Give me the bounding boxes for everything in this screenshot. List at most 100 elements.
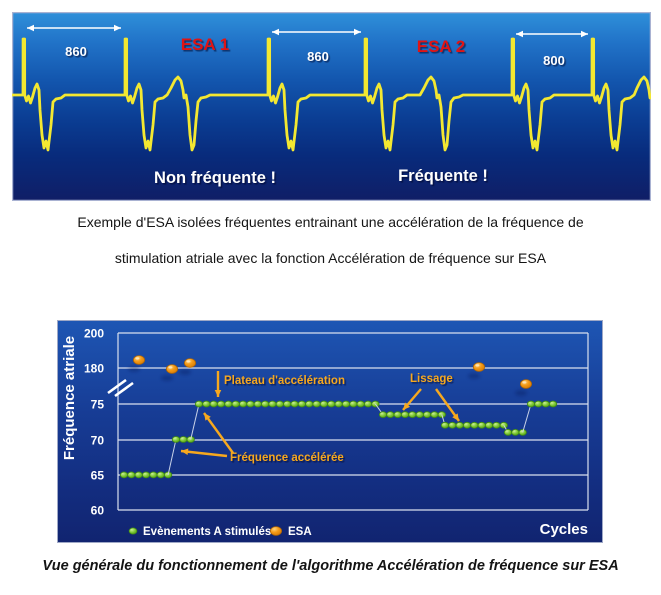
interval-arrow-head <box>354 28 361 36</box>
stimulated-event-dot <box>334 400 343 408</box>
stimulated-event-dot <box>127 471 136 479</box>
stimulated-event-dot <box>526 400 536 408</box>
esa-dot-highlight <box>168 366 173 369</box>
esa-dot-shadow <box>128 366 140 372</box>
stimulated-event-dot <box>422 411 432 418</box>
interval-label: 860 <box>307 49 329 64</box>
stimulated-event-dot <box>283 400 292 408</box>
annotation-arrow-shaft <box>203 412 234 454</box>
stimulated-event-dot <box>261 400 270 408</box>
y-tick-label: 60 <box>91 504 105 518</box>
stimulated-event-dot <box>484 421 494 429</box>
annotation-arrow-head <box>204 413 211 421</box>
esa-marker-label: ESA 1 <box>181 35 230 54</box>
stimulated-event-dot <box>462 421 472 429</box>
stimulated-event-dot <box>119 471 129 479</box>
stimulated-event-dot <box>448 421 457 429</box>
stimulated-event-dot <box>341 400 351 408</box>
stimulated-event-dot <box>511 429 520 436</box>
legend-stimulated-dot <box>128 527 138 535</box>
esa-dot <box>165 364 178 374</box>
stimulated-event-dot <box>455 421 464 429</box>
esa-dot-shadow <box>161 375 173 381</box>
series-connector <box>167 439 177 476</box>
figure2-caption: Vue générale du fonctionnement de l'algo… <box>42 558 619 574</box>
interval-arrow-head <box>516 30 523 38</box>
stimulated-event-dot <box>393 411 402 418</box>
stimulated-event-dot <box>305 400 314 408</box>
esa-marker-label: ESA 2 <box>417 37 466 56</box>
chart-legend-group: Evènements A stimulés ESA Cycles <box>128 521 588 538</box>
stimulated-event-dot <box>356 400 365 408</box>
y-tick-label: 75 <box>91 398 105 412</box>
annotation-arrow-head <box>181 448 189 456</box>
stimulated-event-dot <box>386 411 395 418</box>
chart-grid-group: 200 180 75 70 65 60 Fréquence atriale <box>61 327 589 518</box>
stimulated-event-dot <box>415 411 424 418</box>
y-tick-label: 70 <box>91 434 105 448</box>
ecg-trace-group <box>12 37 651 152</box>
annotation-label: Plateau d'accélération <box>224 375 345 387</box>
stimulated-event-dot <box>492 421 501 429</box>
series-connector <box>190 403 200 440</box>
legend-esa-label: ESA <box>288 526 312 538</box>
stimulated-event-dot <box>171 436 181 443</box>
series-connector <box>522 403 532 433</box>
stimulated-event-dot <box>371 400 380 408</box>
stimulated-event-dot <box>430 411 439 418</box>
y-tick-label: 200 <box>84 327 104 341</box>
interval-arrow-head <box>114 24 121 32</box>
stimulated-event-dot <box>246 400 255 408</box>
stimulated-event-dot <box>297 400 306 408</box>
axis-break-mark <box>114 381 134 398</box>
stimulated-event-dot <box>541 400 550 408</box>
stimulated-event-dot <box>149 471 158 479</box>
stimulated-event-dot <box>275 400 284 408</box>
annotation-arrow-head <box>214 390 222 397</box>
phrase-label: Non fréquente ! <box>154 169 276 187</box>
stimulated-event-dot <box>209 400 218 408</box>
esa-dot-highlight <box>522 381 527 384</box>
stimulated-event-dot <box>408 411 417 418</box>
stimulated-event-dot <box>231 400 240 408</box>
stimulated-event-dot <box>349 400 358 408</box>
y-tick-label: 65 <box>91 469 105 483</box>
ecg-strip-figure: 860 860 800 ESA 1 ESA 2 Non fréquente ! Fréqu… <box>12 12 651 201</box>
stimulated-event-dot <box>239 400 248 408</box>
interval-label: 860 <box>65 44 87 59</box>
figure1-caption-line2: stimulation atriale avec la fonction Acc… <box>114 250 547 266</box>
stimulated-event-dot <box>440 421 450 429</box>
esa-dot <box>183 358 196 368</box>
interval-label: 800 <box>543 53 565 68</box>
stimulated-event-dot <box>534 400 543 408</box>
interval-arrow-head <box>27 24 34 32</box>
phrase-label: Fréquente ! <box>398 167 488 185</box>
annotation-label: Fréquence accélérée <box>230 452 344 464</box>
stimulated-event-dot <box>363 400 373 408</box>
stimulated-event-dot <box>224 400 233 408</box>
stimulated-event-dot <box>253 400 262 408</box>
esa-dot-shadow <box>179 369 191 375</box>
stimulated-event-dot <box>179 436 188 443</box>
figure1-caption: Exemple d'ESA isolées fréquentes entrain… <box>0 204 661 276</box>
stimulated-event-dot <box>290 400 299 408</box>
chart-annotations-group: Plateau d'accélération Lissage Fréquence a… <box>180 371 460 464</box>
stimulated-event-dot <box>134 471 143 479</box>
esa-dot-highlight <box>135 357 140 360</box>
legend-esa-dot <box>269 526 282 536</box>
stimulated-event-dot <box>319 400 329 408</box>
interval-arrow-head <box>581 30 588 38</box>
stimulated-event-dot <box>202 400 211 408</box>
esa-dot-highlight <box>186 360 191 363</box>
stimulated-event-dot <box>312 400 321 408</box>
esa-dot-shadow <box>468 373 480 379</box>
stimulated-event-dot <box>194 400 204 408</box>
esa-dot-shadow <box>515 390 527 396</box>
stimulated-event-dot <box>141 471 151 479</box>
esa-dot <box>472 362 485 372</box>
chart-data-group <box>119 355 558 479</box>
annotation-arrow-head <box>452 413 459 421</box>
ecg-background <box>12 12 651 201</box>
ecg-trace <box>12 37 651 152</box>
